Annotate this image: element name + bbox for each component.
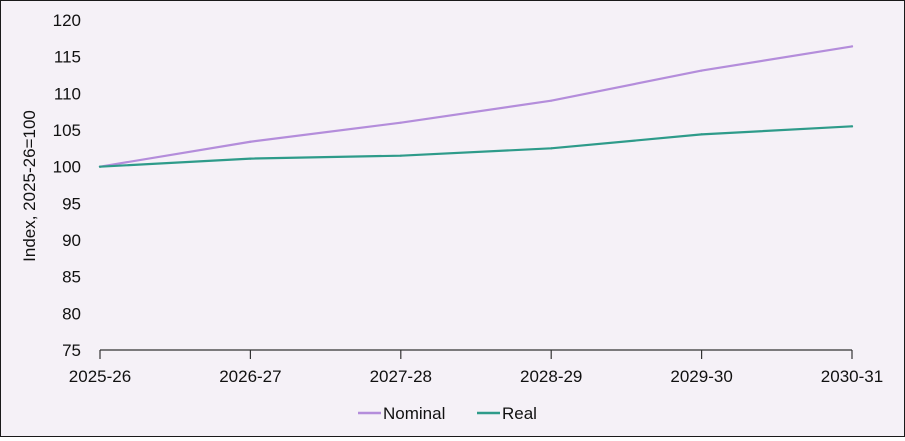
- x-tick-label: 2028-29: [520, 367, 582, 386]
- data-point-nominal: [700, 69, 703, 72]
- series-line-real: [98, 125, 854, 168]
- y-tick-label: 80: [62, 304, 81, 323]
- series-line-nominal: [98, 45, 854, 168]
- x-tick-label: 2029-30: [670, 367, 732, 386]
- x-tick-label: 2027-28: [370, 367, 432, 386]
- y-tick-label: 100: [53, 158, 81, 177]
- y-tick-label: 110: [54, 84, 81, 103]
- y-tick-label: 85: [62, 268, 81, 287]
- y-tick-label: 90: [62, 231, 81, 250]
- data-point-real: [249, 157, 252, 160]
- data-point-real: [850, 125, 854, 128]
- data-point-real: [98, 165, 102, 168]
- data-point-real: [700, 133, 703, 136]
- y-tick-label: 105: [53, 121, 81, 140]
- x-axis: 2025-26 2026-27 2027-28 2028-29 2029-30 2030-…: [69, 349, 883, 386]
- data-point-nominal: [399, 121, 402, 124]
- data-point-real: [399, 154, 402, 157]
- y-tick-label: 75: [62, 341, 81, 360]
- y-axis-tick-labels: 75 80 85 90 95 100 105 110 115 120: [53, 11, 81, 360]
- legend: Nominal Real: [358, 404, 537, 423]
- y-tick-label: 115: [54, 48, 81, 67]
- data-point-nominal: [249, 140, 252, 143]
- y-tick-label: 120: [53, 11, 81, 30]
- series-lines: [98, 45, 854, 168]
- legend-label-nominal: Nominal: [383, 404, 445, 423]
- x-tick-label: 2026-27: [219, 367, 281, 386]
- data-point-real: [550, 147, 553, 150]
- y-tick-label: 95: [62, 194, 81, 213]
- x-tick-label: 2025-26: [69, 367, 131, 386]
- data-point-nominal: [550, 99, 553, 102]
- legend-label-real: Real: [502, 404, 537, 423]
- data-point-nominal: [850, 45, 854, 48]
- x-tick-label: 2030-31: [821, 367, 883, 386]
- y-axis-title: Index, 2025-26=100: [20, 110, 39, 262]
